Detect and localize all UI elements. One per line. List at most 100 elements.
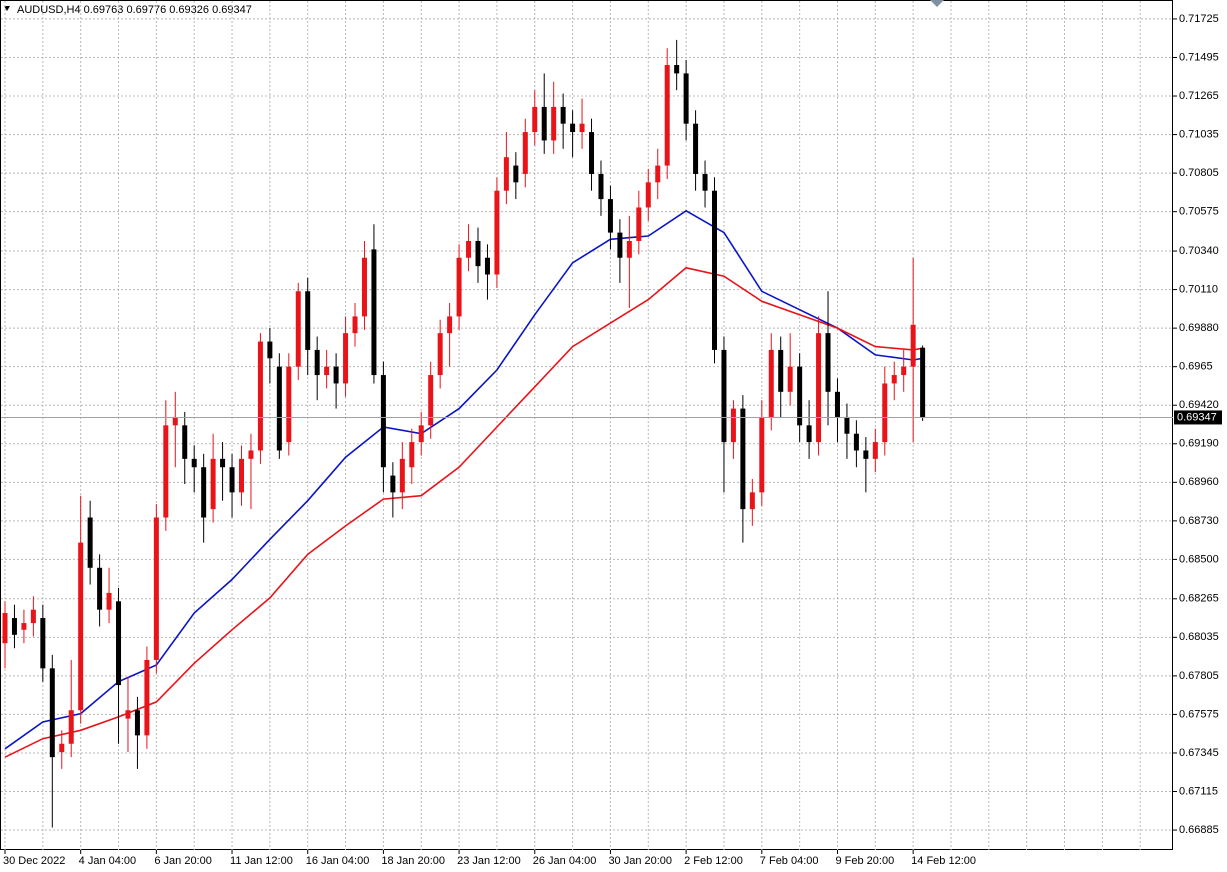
candle-body (475, 240, 481, 267)
moving-average (4, 209, 923, 750)
candle-body (447, 316, 453, 334)
candle-body (172, 416, 178, 426)
chart-header: AUDUSD,H4 0.69763 0.69776 0.69326 0.6934… (17, 4, 252, 16)
candle-body (21, 623, 27, 630)
candle-body (286, 366, 292, 443)
x-tick-label: 6 Jan 20:00 (154, 855, 212, 867)
candle-body (361, 257, 367, 317)
candle-body (153, 517, 159, 660)
x-tick-label: 7 Feb 04:00 (760, 855, 819, 867)
y-tick-label: 0.69880 (1179, 322, 1219, 334)
candle-body (664, 65, 670, 166)
candle-body (730, 408, 736, 443)
candle-body (513, 165, 519, 183)
candle-body (49, 668, 55, 758)
candle-body (891, 375, 897, 384)
candle-body (816, 333, 822, 443)
candle-body (607, 199, 613, 233)
x-tick-label: 26 Jan 04:00 (533, 855, 597, 867)
candle-body (863, 450, 869, 459)
candle-body (125, 710, 131, 719)
candle-body (59, 743, 65, 753)
y-tick-label: 0.69420 (1179, 399, 1219, 411)
candle-body (248, 450, 254, 459)
candle-body (532, 106, 538, 133)
candle-body (390, 475, 396, 493)
y-tick-label: 0.70805 (1179, 167, 1219, 179)
candle-body (191, 458, 197, 468)
candle-body (626, 240, 632, 258)
candle-body (655, 165, 661, 183)
candle-body (570, 123, 576, 133)
menu-arrow[interactable] (4, 6, 10, 11)
candle-body (910, 324, 916, 367)
y-tick-label: 0.67575 (1179, 708, 1219, 720)
candle-body (466, 240, 472, 258)
candle-body (2, 613, 8, 644)
y-tick-label: 0.67805 (1179, 670, 1219, 682)
candle-body (116, 601, 122, 686)
candle-body (484, 257, 490, 275)
x-tick-label: 16 Jan 04:00 (306, 855, 370, 867)
x-tick-label: 23 Jan 12:00 (457, 855, 521, 867)
candle-body (343, 333, 349, 384)
candle-body (201, 467, 207, 518)
candle-body (456, 257, 462, 317)
candle-body (295, 291, 301, 367)
y-tick-label: 0.71035 (1179, 128, 1219, 140)
candle-body (636, 207, 642, 241)
candle-body (87, 517, 93, 568)
candle-body (853, 433, 859, 451)
candle-body (78, 542, 84, 711)
y-tick-label: 0.69190 (1179, 438, 1219, 450)
candle-body (437, 333, 443, 376)
candle-body (503, 157, 509, 191)
candle-body (163, 425, 169, 518)
candle-body (68, 710, 74, 744)
y-tick-label: 0.6965 (1179, 361, 1213, 373)
candle-body (333, 366, 339, 384)
y-tick-label: 0.71495 (1179, 51, 1219, 63)
y-tick-label: 0.68265 (1179, 593, 1219, 605)
y-tick-label: 0.67115 (1179, 785, 1218, 797)
y-tick-label: 0.67345 (1179, 747, 1219, 759)
y-tick-label: 0.68035 (1179, 631, 1219, 643)
candle-body (352, 316, 358, 334)
candle-body (134, 710, 140, 736)
candle-body (693, 123, 699, 174)
candle-body (749, 492, 755, 510)
y-tick-label: 0.68960 (1179, 476, 1219, 488)
candle-body (239, 458, 244, 493)
candle-body (220, 458, 226, 468)
candle-body (882, 383, 888, 443)
candle-body (428, 375, 434, 426)
x-tick-label: 18 Jan 20:00 (381, 855, 445, 867)
candle-body (409, 442, 415, 468)
x-tick-label: 4 Jan 04:00 (79, 855, 136, 867)
candle-body (579, 123, 585, 133)
y-tick-label: 0.70340 (1179, 245, 1219, 257)
candle-body (324, 366, 330, 376)
candle-body (229, 467, 235, 493)
candle-body (683, 73, 689, 124)
candle-body (768, 349, 774, 417)
moving-average (4, 266, 923, 758)
x-tick-label: 9 Feb 20:00 (835, 855, 894, 867)
candle-body (257, 341, 263, 451)
candle-body (305, 291, 311, 350)
x-tick-label: 30 Jan 20:00 (608, 855, 672, 867)
candle-body (645, 182, 651, 208)
candle-body (380, 375, 386, 468)
x-tick-label: 2 Feb 12:00 (684, 855, 743, 867)
candle-body (182, 425, 188, 459)
candle-body (721, 349, 727, 443)
y-tick-label: 0.66885 (1179, 824, 1219, 836)
candle-body (494, 190, 500, 275)
candle-body (144, 659, 150, 736)
shift-marker (930, 0, 944, 7)
candle-body (11, 618, 17, 635)
candle-body (825, 333, 831, 392)
last-price-label: 0.69347 (1177, 411, 1217, 423)
plot-frame (0, 0, 1173, 850)
candle-body (702, 173, 708, 191)
